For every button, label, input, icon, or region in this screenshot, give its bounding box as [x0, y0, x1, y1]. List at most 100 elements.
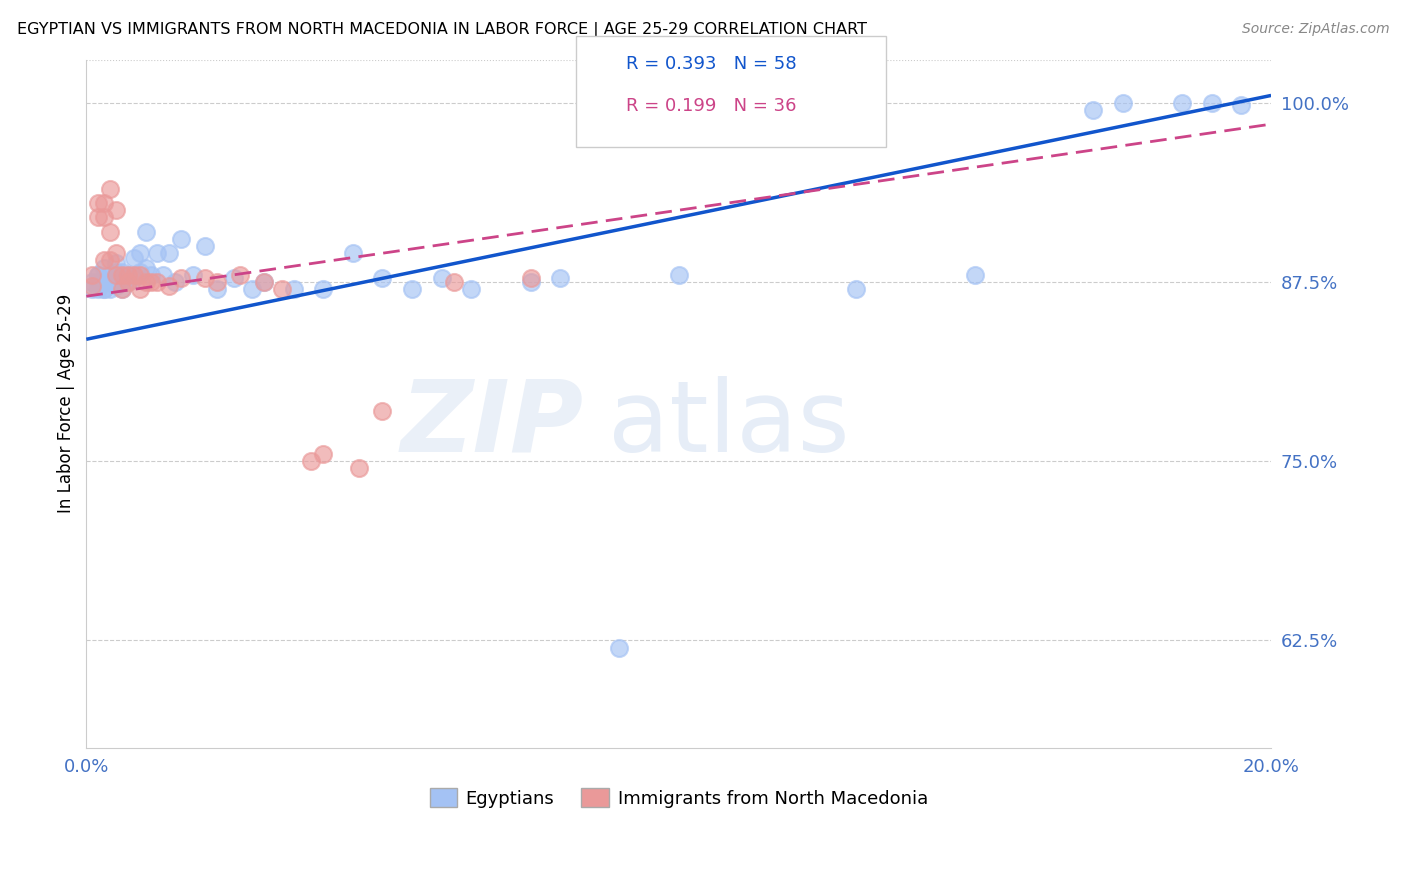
Point: [117, 268, 139, 282]
Point: [104, 279, 127, 293]
Point: [104, 268, 127, 282]
Point: [205, 282, 228, 296]
Point: [270, 282, 292, 296]
Point: [963, 268, 986, 282]
Point: [93, 196, 115, 211]
Point: [224, 270, 246, 285]
Point: [1230, 98, 1253, 112]
Point: [401, 282, 423, 296]
Point: [93, 260, 115, 275]
Point: [194, 239, 217, 253]
Point: [93, 275, 115, 289]
Point: [111, 268, 134, 282]
Point: [82, 282, 104, 296]
Point: [82, 268, 104, 282]
Point: [609, 640, 631, 655]
Point: [87, 275, 110, 289]
Point: [98, 275, 121, 289]
Point: [1201, 95, 1223, 110]
Point: [443, 275, 465, 289]
Point: [87, 282, 110, 296]
Point: [342, 246, 364, 260]
Point: [430, 270, 453, 285]
Point: [98, 253, 121, 268]
Legend: Egyptians, Immigrants from North Macedonia: Egyptians, Immigrants from North Macedon…: [422, 780, 935, 814]
Point: [104, 256, 127, 270]
Point: [1171, 95, 1194, 110]
Point: [371, 404, 394, 418]
Text: ZIP: ZIP: [401, 376, 583, 473]
Point: [98, 282, 121, 296]
Text: R = 0.199   N = 36: R = 0.199 N = 36: [626, 97, 796, 115]
Point: [93, 253, 115, 268]
Point: [1112, 95, 1135, 110]
Point: [146, 246, 169, 260]
Point: [519, 270, 541, 285]
Point: [141, 268, 163, 282]
Point: [1083, 103, 1105, 117]
Point: [253, 275, 276, 289]
Point: [87, 268, 110, 282]
Point: [87, 268, 110, 282]
Point: [104, 246, 127, 260]
Point: [128, 268, 150, 282]
Point: [98, 182, 121, 196]
Point: [128, 265, 150, 279]
Point: [87, 211, 110, 225]
Text: EGYPTIAN VS IMMIGRANTS FROM NORTH MACEDONIA IN LABOR FORCE | AGE 25-29 CORRELATI: EGYPTIAN VS IMMIGRANTS FROM NORTH MACEDO…: [17, 22, 868, 38]
Point: [141, 275, 163, 289]
Point: [87, 196, 110, 211]
Point: [312, 282, 335, 296]
Point: [157, 279, 180, 293]
Point: [111, 282, 134, 296]
Point: [194, 270, 217, 285]
Point: [170, 270, 193, 285]
Point: [104, 203, 127, 218]
Point: [548, 270, 571, 285]
Point: [845, 282, 868, 296]
Point: [165, 275, 187, 289]
Point: [122, 270, 145, 285]
Point: [111, 265, 134, 279]
Point: [135, 260, 157, 275]
Y-axis label: In Labor Force | Age 25-29: In Labor Force | Age 25-29: [58, 294, 75, 514]
Point: [93, 211, 115, 225]
Point: [128, 246, 150, 260]
Point: [117, 268, 139, 282]
Point: [111, 282, 134, 296]
Point: [82, 279, 104, 293]
Point: [205, 275, 228, 289]
Point: [82, 275, 104, 289]
Point: [111, 275, 134, 289]
Point: [152, 268, 174, 282]
Point: [460, 282, 482, 296]
Point: [128, 282, 150, 296]
Point: [93, 282, 115, 296]
Point: [299, 454, 322, 468]
Point: [98, 225, 121, 239]
Point: [104, 265, 127, 279]
Point: [122, 251, 145, 265]
Point: [668, 268, 690, 282]
Point: [519, 275, 541, 289]
Point: [283, 282, 305, 296]
Point: [122, 268, 145, 282]
Point: [347, 461, 370, 475]
Point: [117, 275, 139, 289]
Point: [181, 268, 204, 282]
Point: [135, 225, 157, 239]
Point: [117, 275, 139, 289]
Point: [146, 275, 169, 289]
Text: atlas: atlas: [607, 376, 849, 473]
Text: R = 0.393   N = 58: R = 0.393 N = 58: [626, 55, 796, 73]
Point: [98, 268, 121, 282]
Text: Source: ZipAtlas.com: Source: ZipAtlas.com: [1241, 22, 1389, 37]
Point: [93, 282, 115, 296]
Point: [312, 447, 335, 461]
Point: [240, 282, 263, 296]
Point: [135, 275, 157, 289]
Point: [253, 275, 276, 289]
Point: [104, 270, 127, 285]
Point: [229, 268, 252, 282]
Point: [371, 270, 394, 285]
